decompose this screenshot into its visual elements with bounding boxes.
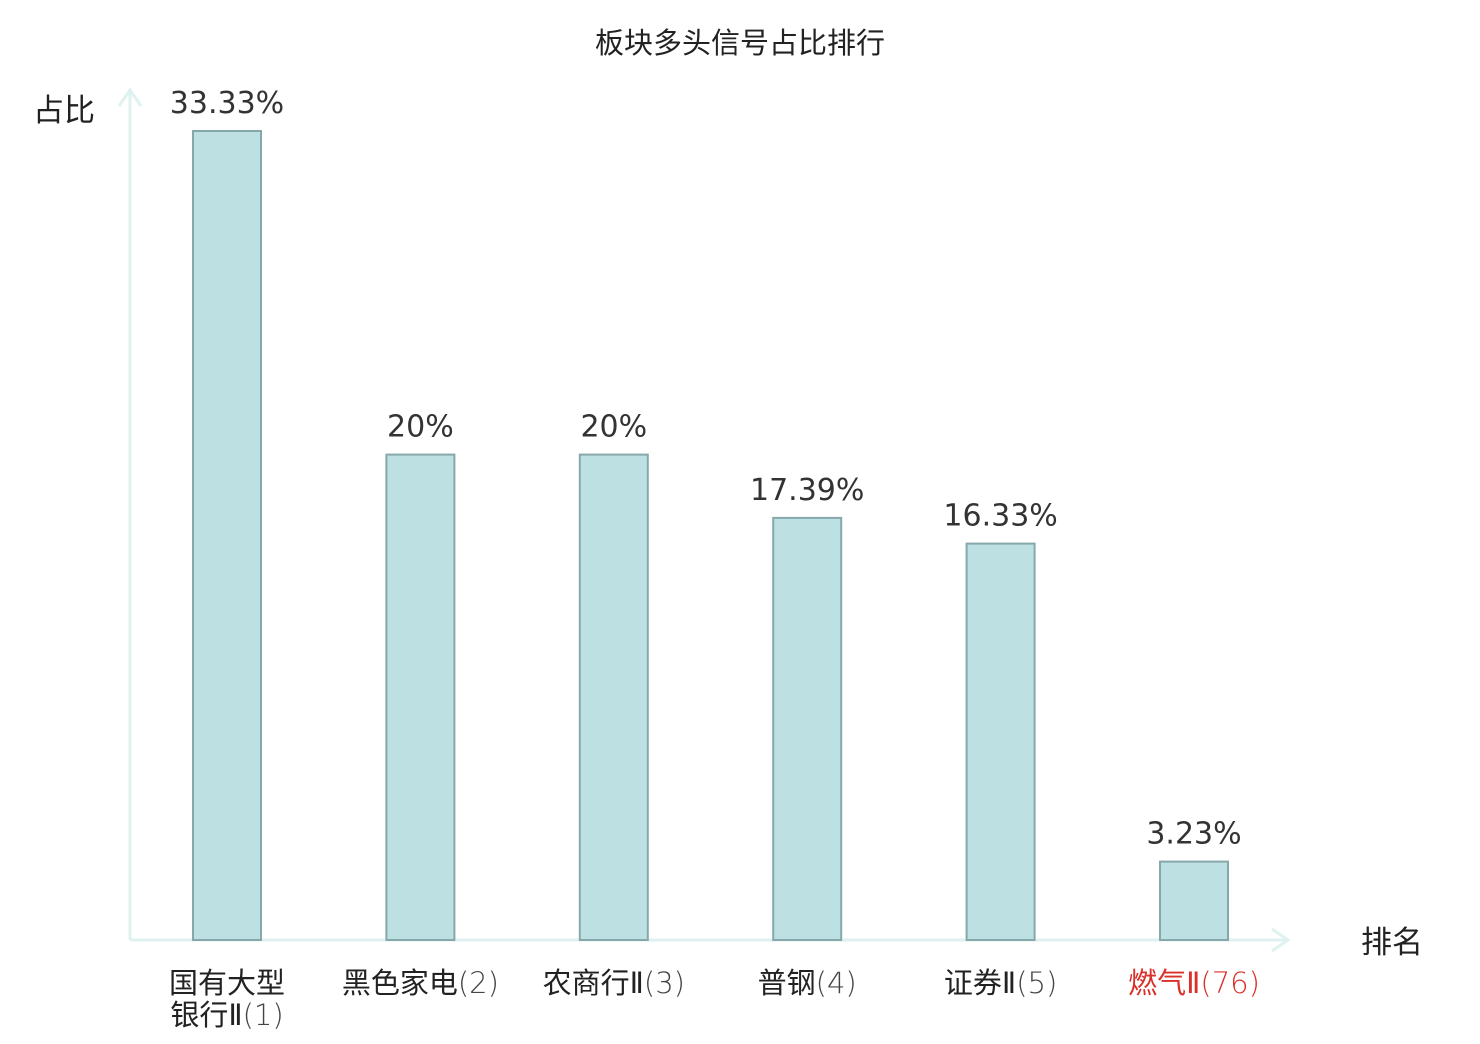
x-axis-arrow-icon (1271, 927, 1291, 953)
category-label-1-line-2: 银行Ⅱ(1) (170, 998, 283, 1032)
rank-label-4: (4) (816, 966, 857, 1000)
category-label-5: 证券Ⅱ(5) (944, 966, 1057, 1000)
rank-label-3: (3) (644, 966, 685, 1000)
bar-3 (578, 453, 649, 941)
rank-label-5: (5) (1016, 966, 1057, 1000)
category-label-4: 普钢(4) (758, 966, 857, 1000)
rank-label-6: (76) (1200, 966, 1260, 1000)
value-labels-group: 33.33% 20% 20% 17.39% 16.33% 3.23% (170, 86, 1242, 852)
chart-title: 板块多头信号占比排行 (595, 26, 885, 60)
value-label-1: 33.33% (170, 86, 284, 121)
category-label-1-line-1: 国有大型 (169, 966, 285, 1000)
x-axis-label: 排名 (1361, 925, 1423, 961)
bar-4 (772, 516, 843, 942)
y-axis-label: 占比 (33, 93, 95, 129)
value-label-4: 17.39% (750, 473, 864, 508)
y-axis-arrow-icon (117, 87, 143, 107)
bars-group (192, 130, 1229, 942)
category-label-2-line-1: 黑色家电(2) (342, 966, 499, 1000)
category-label-2: 黑色家电(2) (342, 966, 499, 1000)
bar-1 (192, 130, 262, 941)
value-label-6: 3.23% (1146, 817, 1241, 852)
category-label-4-line-1: 普钢(4) (758, 966, 857, 1000)
bar-2 (385, 453, 456, 941)
rank-label-2: (2) (458, 966, 499, 1000)
bar-5 (965, 542, 1036, 941)
category-label-1: 国有大型银行Ⅱ(1) (169, 966, 285, 1032)
value-label-3: 20% (580, 410, 647, 445)
value-label-2: 20% (387, 410, 454, 445)
category-label-3-line-1: 农商行Ⅱ(3) (543, 966, 685, 1000)
category-label-6-line-1: 燃气Ⅱ(76) (1128, 966, 1260, 1000)
rank-label-1: (1) (243, 998, 284, 1032)
bar-6 (1159, 860, 1229, 941)
category-label-3: 农商行Ⅱ(3) (543, 966, 685, 1000)
value-label-5: 16.33% (943, 499, 1057, 534)
category-label-6: 燃气Ⅱ(76) (1128, 966, 1260, 1000)
category-labels-group: 国有大型银行Ⅱ(1) 黑色家电(2) 农商行Ⅱ(3) 普钢(4) 证券Ⅱ(5) 燃气Ⅱ(7… (169, 966, 1260, 1032)
category-label-5-line-1: 证券Ⅱ(5) (944, 966, 1057, 1000)
